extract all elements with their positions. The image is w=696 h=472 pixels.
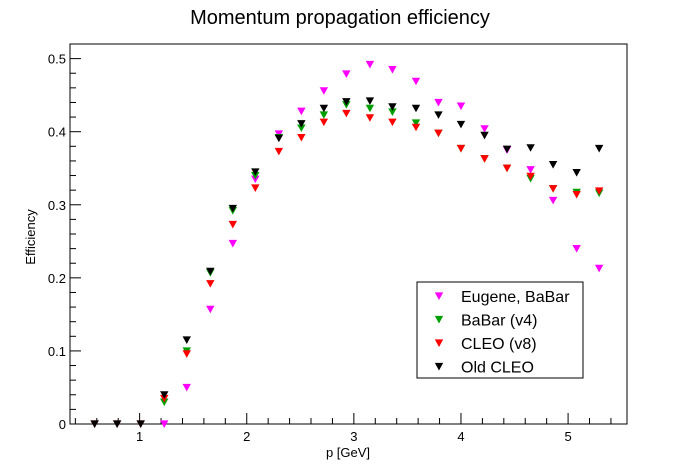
data-point — [572, 245, 581, 253]
data-point — [480, 155, 489, 163]
data-point — [319, 118, 329, 127]
data-point — [342, 70, 351, 78]
data-point — [456, 144, 466, 153]
legend-label: Eugene, BaBar — [461, 289, 570, 306]
legend-label: Old CLEO — [461, 360, 534, 377]
legend: Eugene, BaBar BaBar (v4) CLEO (v8) Old CLEO — [416, 281, 584, 379]
data-point — [526, 166, 535, 174]
data-point — [342, 98, 351, 106]
y-tick-label: 0.4 — [48, 125, 66, 140]
data-point — [526, 144, 535, 152]
data-point — [456, 120, 466, 129]
data-point — [319, 104, 329, 113]
x-axis-label: p [GeV] — [326, 445, 370, 460]
data-point — [297, 107, 306, 116]
x-tick-label: 2 — [243, 429, 250, 444]
data-point — [365, 97, 375, 105]
data-point — [160, 391, 169, 399]
data-point — [548, 196, 558, 205]
data-point — [297, 120, 306, 128]
y-tick-label: 0.2 — [48, 271, 66, 286]
y-axis-label: Efficiency — [23, 209, 38, 265]
data-point — [572, 190, 581, 199]
data-point — [274, 134, 284, 143]
series-markers — [90, 97, 604, 428]
data-point — [365, 114, 375, 122]
data-point — [480, 131, 489, 140]
data-point — [388, 108, 397, 116]
data-point — [228, 239, 238, 248]
data-point — [228, 220, 238, 229]
data-point — [572, 169, 581, 177]
data-point — [206, 280, 215, 288]
data-point — [206, 305, 215, 314]
y-tick-label: 0.1 — [48, 344, 66, 359]
data-point — [594, 144, 604, 153]
data-point — [502, 145, 512, 154]
data-point — [548, 185, 558, 193]
data-point — [112, 420, 122, 428]
x-tick-label: 4 — [457, 429, 464, 444]
data-point — [434, 129, 443, 138]
data-point — [297, 133, 306, 142]
data-point — [182, 350, 191, 358]
data-point — [206, 267, 215, 276]
data-point — [319, 87, 329, 95]
data-point — [319, 111, 329, 119]
series-layer — [90, 60, 604, 428]
legend-marker — [434, 339, 444, 347]
y-tick-label: 0 — [59, 417, 66, 432]
data-point — [160, 420, 169, 428]
data-point — [182, 336, 191, 344]
data-point — [434, 111, 443, 119]
data-point — [456, 102, 466, 111]
y-tick-label: 0.3 — [48, 198, 66, 213]
data-point — [365, 104, 375, 113]
chart-title: Momentum propagation efficiency — [190, 7, 490, 29]
data-point — [182, 383, 191, 392]
x-tick-label: 3 — [350, 429, 357, 444]
data-point — [388, 103, 397, 111]
legend-marker — [434, 292, 444, 300]
data-point — [342, 109, 351, 118]
x-tick-label: 1 — [136, 429, 143, 444]
legend-label: CLEO (v8) — [461, 336, 537, 353]
legend-box — [416, 281, 584, 379]
data-point — [411, 119, 421, 127]
data-point — [526, 172, 535, 181]
data-point — [548, 161, 558, 169]
data-point — [365, 60, 375, 69]
data-point — [434, 98, 443, 107]
data-point — [480, 125, 489, 133]
legend-marker — [434, 362, 444, 371]
data-point — [388, 118, 397, 127]
y-axis: 0 0.1 0.2 0.3 0.4 0.5 — [48, 43, 81, 432]
data-point — [274, 147, 284, 156]
legend-marker — [434, 315, 444, 324]
legend-label: BaBar (v4) — [461, 313, 537, 330]
data-point — [411, 104, 421, 113]
data-point — [297, 124, 306, 133]
data-point — [136, 420, 145, 428]
data-point — [251, 168, 260, 176]
y-tick-label: 0.5 — [48, 52, 66, 67]
data-point — [90, 420, 99, 428]
data-point — [594, 264, 604, 273]
data-point — [251, 184, 260, 192]
data-point — [228, 204, 238, 213]
data-point — [594, 187, 604, 195]
x-tick-label: 5 — [564, 429, 571, 444]
data-point — [411, 77, 421, 86]
data-point — [388, 66, 397, 74]
data-point — [502, 164, 512, 173]
data-point — [411, 123, 421, 132]
